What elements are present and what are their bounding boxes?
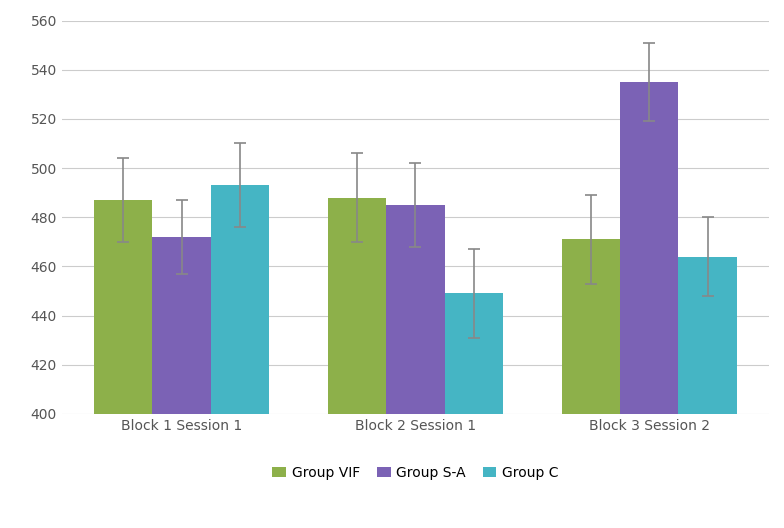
Bar bbox=[328, 197, 387, 414]
Bar bbox=[153, 237, 211, 414]
Bar bbox=[387, 205, 445, 414]
Bar bbox=[211, 185, 270, 414]
Legend: Group VIF, Group S-A, Group C: Group VIF, Group S-A, Group C bbox=[267, 460, 564, 485]
Bar bbox=[94, 200, 153, 414]
Bar bbox=[561, 239, 620, 414]
Bar bbox=[445, 294, 503, 414]
Bar bbox=[678, 257, 737, 414]
Bar bbox=[620, 82, 678, 414]
